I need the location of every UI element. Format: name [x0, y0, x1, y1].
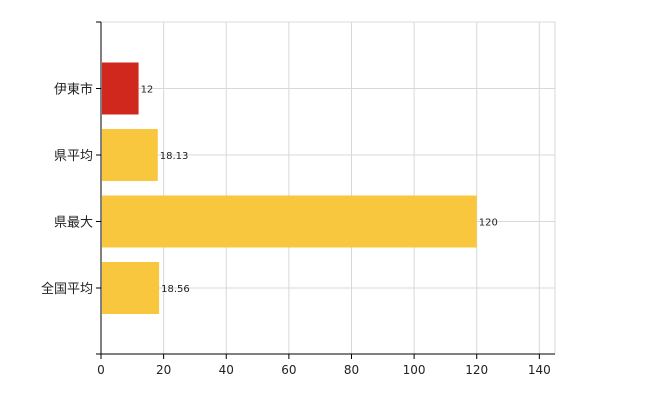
x-tick-label: 120	[465, 363, 488, 377]
axes	[96, 21, 555, 359]
x-tick-label: 40	[219, 363, 234, 377]
grid-lines	[101, 21, 556, 354]
x-tick-label: 80	[344, 363, 359, 377]
bar	[102, 62, 139, 115]
bar	[102, 262, 160, 314]
data-label: 18.13	[160, 151, 189, 162]
data-label: 120	[479, 218, 498, 229]
x-tick-label: 60	[281, 363, 296, 377]
data-label: 12	[141, 85, 154, 96]
x-tick-label: 140	[528, 363, 551, 377]
x-tick-label: 100	[403, 363, 426, 377]
category-label: 全国平均	[41, 281, 93, 297]
bar	[102, 195, 477, 248]
x-tick-label: 0	[97, 363, 105, 377]
bar	[102, 129, 158, 181]
bars	[102, 62, 477, 314]
category-label: 伊東市	[54, 82, 93, 98]
category-label: 県平均	[54, 149, 93, 164]
x-tick-label: 20	[156, 363, 171, 377]
data-label: 18.56	[161, 284, 190, 295]
category-label: 県最大	[54, 216, 93, 231]
